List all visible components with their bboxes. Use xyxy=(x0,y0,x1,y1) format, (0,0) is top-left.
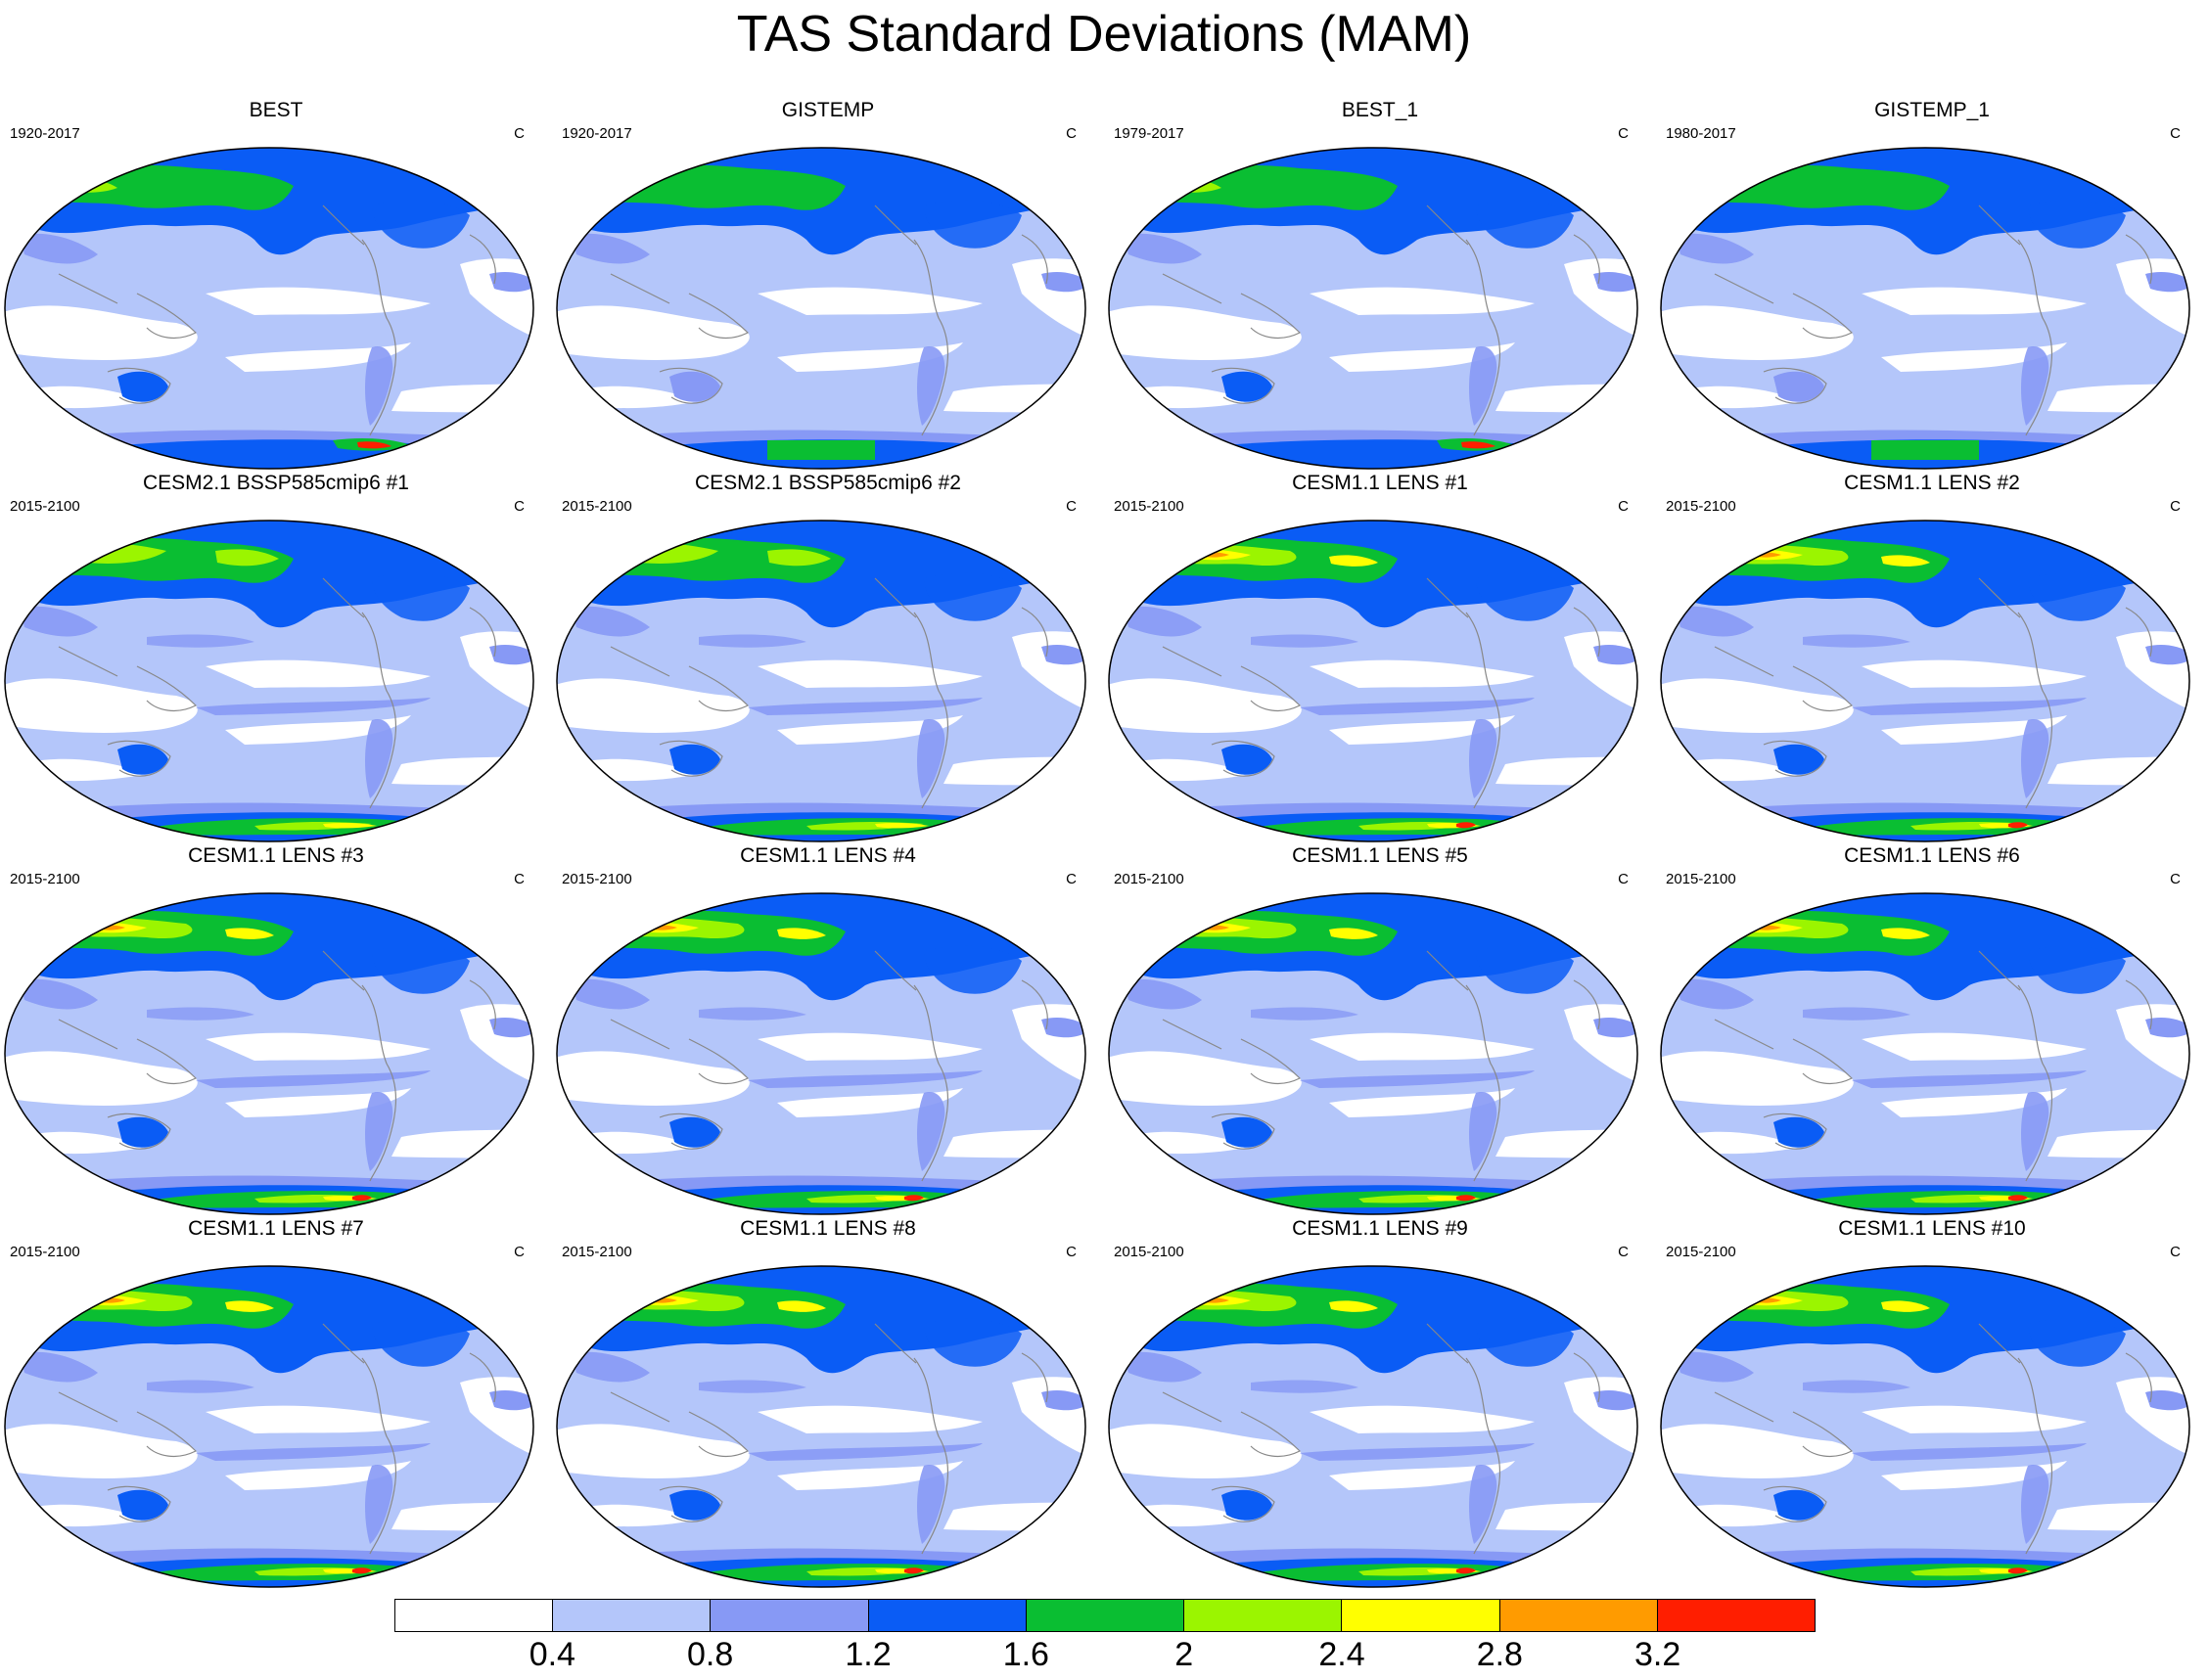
colorbar-label: 0.4 xyxy=(529,1636,575,1673)
panel-units: C xyxy=(1066,1244,1077,1260)
panel-period: 1980-2017 xyxy=(1666,125,1736,142)
panel-period: 2015-2100 xyxy=(10,871,80,887)
colorbar-label: 2 xyxy=(1174,1636,1194,1673)
map-panel: BEST_1 1979-2017 C xyxy=(1104,98,1656,471)
panel-units: C xyxy=(1618,125,1629,142)
panel-period: 2015-2100 xyxy=(1114,871,1184,887)
map-panel: CESM1.1 LENS #9 2015-2100 C xyxy=(1104,1216,1656,1589)
world-map xyxy=(4,147,534,470)
panel-period: 2015-2100 xyxy=(1666,871,1736,887)
panel-title: CESM1.1 LENS #2 xyxy=(1844,472,2020,494)
map-panel: BEST 1920-2017 C xyxy=(0,98,552,471)
map-panel: CESM2.1 BSSP585cmip6 #2 2015-2100 C xyxy=(552,471,1104,843)
panel-title: CESM1.1 LENS #10 xyxy=(1838,1217,2026,1240)
panel-period: 2015-2100 xyxy=(1666,1244,1736,1260)
world-map xyxy=(556,520,1086,842)
colorbar-box xyxy=(868,1600,1027,1631)
panel-title: GISTEMP xyxy=(781,99,875,121)
panel-period: 1979-2017 xyxy=(1114,125,1184,142)
panel-units: C xyxy=(1066,125,1077,142)
panel-units: C xyxy=(2170,125,2181,142)
panel-units: C xyxy=(2170,871,2181,887)
world-map xyxy=(1660,147,2190,470)
map-panel: CESM1.1 LENS #2 2015-2100 C xyxy=(1656,471,2208,843)
world-map xyxy=(1108,147,1638,470)
panel-period: 2015-2100 xyxy=(562,1244,632,1260)
colorbar-label: 1.2 xyxy=(845,1636,892,1673)
panel-units: C xyxy=(2170,1244,2181,1260)
colorbar-label: 3.2 xyxy=(1634,1636,1681,1673)
colorbar-label: 1.6 xyxy=(1002,1636,1049,1673)
panel-title: BEST xyxy=(249,99,303,121)
panel-title: CESM1.1 LENS #3 xyxy=(188,844,364,867)
panel-units: C xyxy=(1066,871,1077,887)
colorbar-box xyxy=(1499,1600,1658,1631)
panel-title: CESM2.1 BSSP585cmip6 #2 xyxy=(695,472,961,494)
map-panel: CESM1.1 LENS #5 2015-2100 C xyxy=(1104,843,1656,1216)
panel-units: C xyxy=(514,871,525,887)
panel-period: 2015-2100 xyxy=(562,498,632,515)
panel-title: GISTEMP_1 xyxy=(1874,99,1990,121)
world-map xyxy=(1660,1265,2190,1588)
panel-period: 2015-2100 xyxy=(1114,1244,1184,1260)
panel-period: 2015-2100 xyxy=(10,498,80,515)
world-map xyxy=(1108,892,1638,1215)
world-map xyxy=(1108,520,1638,842)
panel-period: 2015-2100 xyxy=(1666,498,1736,515)
panel-title: CESM1.1 LENS #7 xyxy=(188,1217,364,1240)
panel-units: C xyxy=(2170,498,2181,515)
world-map xyxy=(1660,892,2190,1215)
map-panel: CESM1.1 LENS #1 2015-2100 C xyxy=(1104,471,1656,843)
world-map xyxy=(4,1265,534,1588)
world-map xyxy=(556,1265,1086,1588)
map-panel: CESM1.1 LENS #7 2015-2100 C xyxy=(0,1216,552,1589)
panel-period: 2015-2100 xyxy=(1114,498,1184,515)
panel-title: CESM1.1 LENS #6 xyxy=(1844,844,2020,867)
world-map xyxy=(556,147,1086,470)
world-map xyxy=(4,520,534,842)
world-map xyxy=(556,892,1086,1215)
panel-units: C xyxy=(1066,498,1077,515)
panel-period: 2015-2100 xyxy=(10,1244,80,1260)
colorbar-box xyxy=(1026,1600,1185,1631)
map-panel: CESM1.1 LENS #10 2015-2100 C xyxy=(1656,1216,2208,1589)
colorbar-box xyxy=(711,1600,869,1631)
panel-units: C xyxy=(514,498,525,515)
world-map xyxy=(1660,520,2190,842)
panel-units: C xyxy=(1618,498,1629,515)
colorbar-box xyxy=(1657,1600,1815,1631)
map-panel: GISTEMP 1920-2017 C xyxy=(552,98,1104,471)
colorbar-label: 2.8 xyxy=(1476,1636,1523,1673)
panel-title: BEST_1 xyxy=(1341,99,1419,121)
map-panel: CESM1.1 LENS #3 2015-2100 C xyxy=(0,843,552,1216)
panel-units: C xyxy=(514,125,525,142)
panel-units: C xyxy=(1618,1244,1629,1260)
figure-title: TAS Standard Deviations (MAM) xyxy=(736,6,1472,63)
colorbar-box xyxy=(1342,1600,1500,1631)
panel-title: CESM1.1 LENS #9 xyxy=(1292,1217,1468,1240)
world-map xyxy=(4,892,534,1215)
colorbar-label: 2.4 xyxy=(1318,1636,1365,1673)
panel-title: CESM1.1 LENS #5 xyxy=(1292,844,1468,867)
colorbar xyxy=(394,1599,1816,1632)
colorbar-label: 0.8 xyxy=(687,1636,734,1673)
panel-title: CESM1.1 LENS #1 xyxy=(1292,472,1468,494)
panel-title: CESM1.1 LENS #4 xyxy=(740,844,916,867)
panel-period: 1920-2017 xyxy=(562,125,632,142)
colorbar-box xyxy=(395,1600,554,1631)
panel-title: CESM1.1 LENS #8 xyxy=(740,1217,916,1240)
panel-units: C xyxy=(1618,871,1629,887)
map-panel: CESM1.1 LENS #8 2015-2100 C xyxy=(552,1216,1104,1589)
map-panel: CESM1.1 LENS #6 2015-2100 C xyxy=(1656,843,2208,1216)
panel-units: C xyxy=(514,1244,525,1260)
map-panel: CESM2.1 BSSP585cmip6 #1 2015-2100 C xyxy=(0,471,552,843)
world-map xyxy=(1108,1265,1638,1588)
panel-period: 1920-2017 xyxy=(10,125,80,142)
panel-period: 2015-2100 xyxy=(562,871,632,887)
colorbar-box xyxy=(1184,1600,1343,1631)
colorbar-box xyxy=(553,1600,712,1631)
map-panel: GISTEMP_1 1980-2017 C xyxy=(1656,98,2208,471)
panel-title: CESM2.1 BSSP585cmip6 #1 xyxy=(143,472,409,494)
map-panel: CESM1.1 LENS #4 2015-2100 C xyxy=(552,843,1104,1216)
